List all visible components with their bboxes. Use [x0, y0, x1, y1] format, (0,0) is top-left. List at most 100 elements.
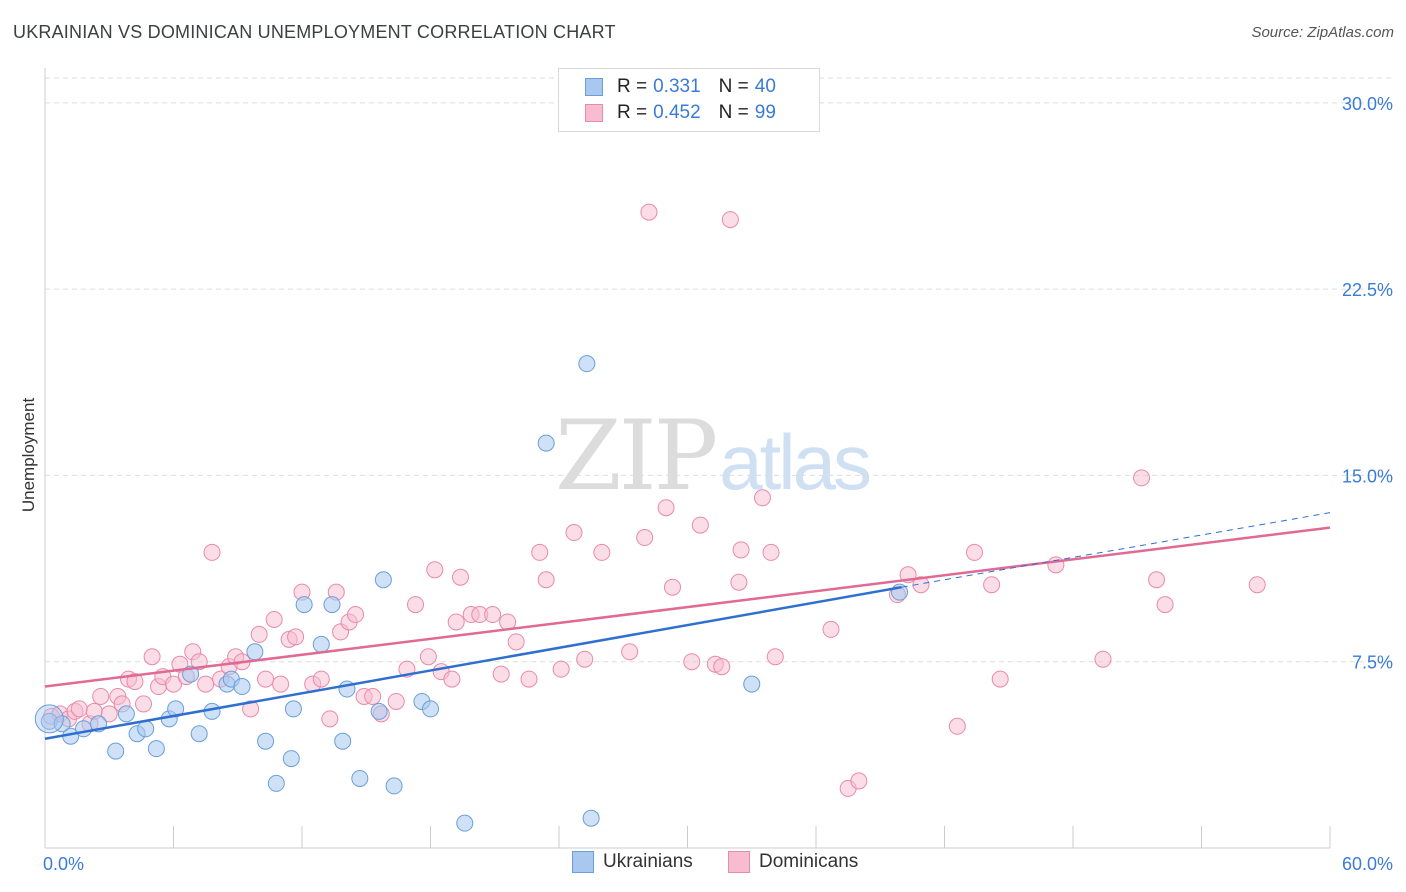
- dominicans-point: [364, 687, 382, 705]
- dominicans-point: [531, 543, 549, 561]
- y-axis-label: Unemployment: [19, 398, 38, 513]
- ukrainians-point: [75, 720, 93, 738]
- ukrainians-point: [147, 740, 165, 758]
- ukrainians-point: [351, 769, 369, 787]
- dominicans-point: [100, 705, 118, 723]
- dominicans-point: [347, 606, 365, 624]
- dominicans-point: [165, 675, 182, 693]
- dominicans-point: [143, 648, 161, 666]
- source-label: Source: ZipAtlas.com: [1251, 24, 1394, 41]
- ukrainians-point: [334, 732, 352, 750]
- dominicans-point: [507, 633, 525, 651]
- y-tick-label: 30.0%: [1342, 94, 1393, 114]
- dominicans-point: [991, 670, 1009, 688]
- ukrainians-point: [246, 643, 264, 661]
- legend-r-label: R =: [617, 102, 648, 123]
- dominicans-point: [257, 670, 275, 688]
- dominicans-point: [203, 543, 221, 561]
- dominicans-point: [197, 675, 215, 693]
- dominicans-point: [576, 650, 594, 668]
- x-tick-label: 60.0%: [1342, 854, 1393, 874]
- ukrainians-point: [167, 700, 185, 718]
- dominicans-point: [730, 573, 748, 591]
- dominicans-point: [443, 670, 461, 688]
- y-tick-label: 15.0%: [1342, 466, 1393, 486]
- dominicans-point: [593, 543, 611, 561]
- labels-layer: 7.5% 15.0% 22.5% 30.0% 0.0% 60.0% Unemployment: [19, 94, 1393, 874]
- grid-layer: [45, 77, 1392, 663]
- ukrainians-point: [257, 732, 275, 750]
- legend-n-value: 99: [754, 102, 776, 123]
- ukrainians-point: [190, 725, 208, 743]
- dominicans-point: [92, 687, 110, 705]
- axes-layer: [44, 68, 1331, 849]
- dominicans-point: [636, 529, 654, 547]
- dominicans-point: [492, 665, 510, 683]
- dominicans-point: [621, 643, 639, 661]
- dominicans-point: [565, 524, 583, 542]
- ukrainians-point: [578, 355, 596, 373]
- ukrainians-trendline-extension: [901, 512, 1331, 588]
- dominicans-point: [419, 648, 437, 666]
- legend-n-label: N =: [718, 102, 749, 123]
- dominicans-point: [552, 660, 570, 678]
- y-tick-label: 22.5%: [1342, 280, 1393, 300]
- dominicans-point: [272, 675, 290, 693]
- dominicans-point: [1148, 571, 1166, 589]
- dominicans-point: [242, 700, 260, 718]
- legend-label-dominicans: Dominicans: [759, 851, 859, 872]
- y-tick-label: 7.5%: [1352, 653, 1393, 673]
- legend-swatch-ukrainians: [585, 78, 603, 96]
- dominicans-point: [965, 543, 983, 561]
- dominicans-point: [640, 203, 658, 221]
- dominicans-point: [1047, 556, 1065, 574]
- dominicans-point: [287, 628, 305, 646]
- series-legend: Ukrainians Dominicans: [0, 851, 1406, 879]
- dominicans-point: [451, 568, 469, 586]
- dominicans-trendline: [44, 526, 1331, 688]
- dominicans-point: [190, 653, 208, 671]
- legend-r-value: 0.331: [653, 76, 701, 97]
- dominicans-point: [407, 596, 425, 614]
- ukrainians-point: [456, 814, 474, 832]
- legend-n-value: 40: [754, 76, 776, 97]
- ukrainians-point: [374, 571, 392, 589]
- dominicans-point: [657, 499, 675, 517]
- dominicans-point: [265, 610, 283, 628]
- legend-square-ukrainians: [572, 851, 594, 873]
- dominicans-point: [537, 571, 555, 589]
- ukrainians-point: [422, 700, 439, 718]
- ukrainians-trendline: [44, 585, 902, 740]
- ukrainians-point: [282, 750, 300, 768]
- dominicans-point: [1133, 469, 1151, 487]
- ukrainians-point: [582, 809, 600, 827]
- dominicans-point: [732, 541, 750, 559]
- dominicans-point: [912, 576, 930, 594]
- dominicans-point: [664, 578, 682, 596]
- ukrainians-point: [267, 774, 285, 792]
- ukrainians-point: [370, 702, 388, 720]
- x-tick-label: 0.0%: [43, 854, 84, 874]
- dominicans-point: [822, 620, 840, 638]
- dominicans-point: [850, 772, 868, 790]
- ukrainians-point: [743, 675, 761, 693]
- legend-label-ukrainians: Ukrainians: [603, 851, 693, 872]
- ukrainians-point: [537, 434, 555, 452]
- legend-item-dominicans[interactable]: Dominicans: [728, 851, 858, 873]
- dominicans-point: [948, 717, 966, 735]
- legend-item-ukrainians[interactable]: Ukrainians: [572, 851, 693, 873]
- dominicans-point: [766, 648, 784, 666]
- dominicans-point: [520, 670, 538, 688]
- legend-row-dominicans: R = 0.452 N = 99: [585, 100, 794, 126]
- dominicans-point: [1156, 596, 1174, 614]
- legend-r-label: R =: [617, 76, 648, 97]
- ukrainians-point: [137, 720, 155, 738]
- legend-n-label: N =: [718, 76, 749, 97]
- points-dominicans: [42, 203, 1266, 797]
- legend-row-ukrainians: R = 0.331 N = 40: [585, 74, 794, 100]
- chart-title: UKRAINIAN VS DOMINICAN UNEMPLOYMENT CORR…: [13, 22, 616, 42]
- correlation-legend: R = 0.331 N = 40 R = 0.452 N = 99: [558, 68, 820, 132]
- ukrainians-point: [295, 596, 313, 614]
- ukrainians-cluster-point: [34, 704, 64, 734]
